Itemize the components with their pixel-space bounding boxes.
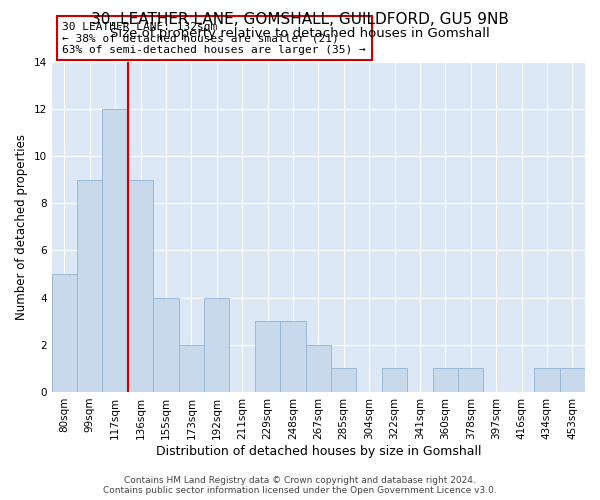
Bar — [305, 345, 331, 392]
X-axis label: Distribution of detached houses by size in Gomshall: Distribution of detached houses by size … — [155, 444, 481, 458]
Bar — [280, 321, 305, 392]
Bar — [560, 368, 585, 392]
Bar — [204, 298, 229, 392]
Bar — [77, 180, 103, 392]
Bar — [382, 368, 407, 392]
Y-axis label: Number of detached properties: Number of detached properties — [15, 134, 28, 320]
Bar — [179, 345, 204, 392]
Text: 30, LEATHER LANE, GOMSHALL, GUILDFORD, GU5 9NB: 30, LEATHER LANE, GOMSHALL, GUILDFORD, G… — [91, 12, 509, 28]
Bar — [128, 180, 153, 392]
Text: 30 LEATHER LANE: 132sqm
← 38% of detached houses are smaller (21)
63% of semi-de: 30 LEATHER LANE: 132sqm ← 38% of detache… — [62, 22, 366, 55]
Text: Contains HM Land Registry data © Crown copyright and database right 2024.
Contai: Contains HM Land Registry data © Crown c… — [103, 476, 497, 495]
Bar — [103, 108, 128, 392]
Bar — [331, 368, 356, 392]
Bar — [534, 368, 560, 392]
Bar — [458, 368, 484, 392]
Bar — [255, 321, 280, 392]
Bar — [433, 368, 458, 392]
Text: Size of property relative to detached houses in Gomshall: Size of property relative to detached ho… — [110, 28, 490, 40]
Bar — [52, 274, 77, 392]
Bar — [153, 298, 179, 392]
